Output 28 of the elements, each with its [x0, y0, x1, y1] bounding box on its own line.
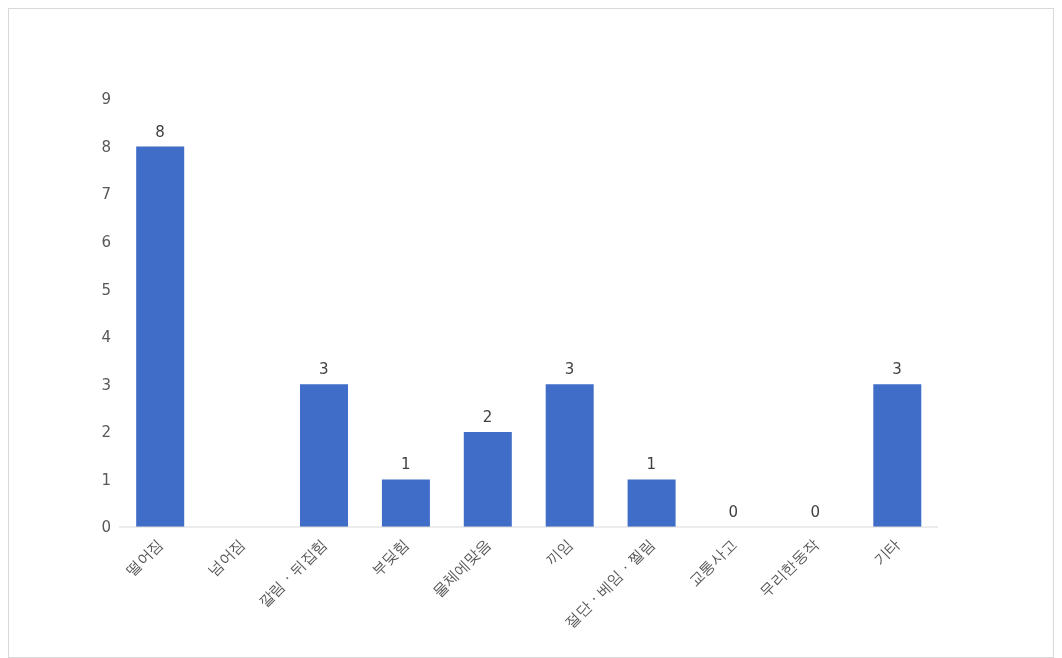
y-tick-label: 3 — [101, 375, 111, 394]
y-tick-label: 8 — [101, 137, 111, 156]
data-label: 3 — [318, 360, 329, 379]
y-tick-label: 6 — [101, 232, 111, 251]
bar — [300, 384, 348, 527]
y-tick-label: 5 — [101, 280, 111, 299]
bar — [627, 479, 676, 527]
y-tick-label: 2 — [101, 423, 111, 442]
bar — [381, 479, 430, 527]
x-tick-label: 끼임 — [542, 535, 577, 570]
data-label: 3 — [564, 360, 575, 379]
bar — [136, 146, 185, 527]
bar — [873, 384, 922, 527]
bar — [463, 431, 512, 527]
data-label: 3 — [892, 360, 902, 379]
data-label: 8 — [155, 122, 165, 141]
y-tick-label: 7 — [101, 185, 111, 204]
y-tick-label: 1 — [101, 470, 111, 489]
data-label: 1 — [400, 455, 411, 474]
bar — [545, 384, 594, 527]
y-tick-label: 4 — [101, 328, 111, 347]
y-tick-label: 0 — [101, 518, 111, 537]
data-label: 2 — [482, 407, 493, 426]
data-label: 0 — [728, 503, 739, 521]
y-tick-label: 9 — [101, 90, 111, 109]
data-label: 0 — [810, 503, 820, 521]
data-label: 1 — [646, 455, 657, 474]
x-tick-label: 기타 — [869, 535, 904, 570]
